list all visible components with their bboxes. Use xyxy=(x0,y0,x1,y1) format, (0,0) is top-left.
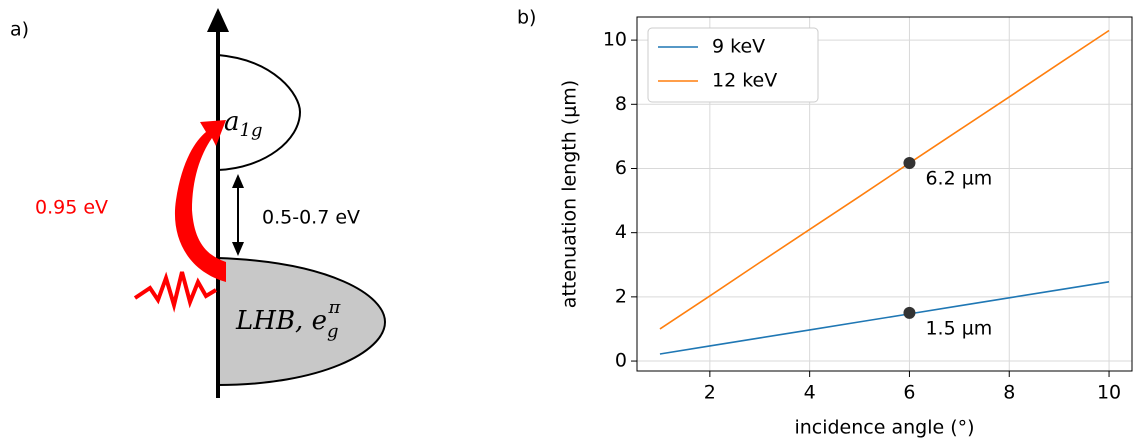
series-line xyxy=(659,29,1110,330)
x-tick-label: 2 xyxy=(704,382,716,404)
y-tick-label: 4 xyxy=(615,221,627,243)
y-tick-label: 8 xyxy=(615,93,627,115)
arrowhead xyxy=(232,174,244,188)
panel-label: b) xyxy=(517,7,536,29)
x-tick-label: 8 xyxy=(1003,382,1015,404)
y-tick-label: 0 xyxy=(615,350,627,372)
legend-label: 9 keV xyxy=(712,36,765,58)
upper-band-label: a1g xyxy=(224,107,263,141)
annotation-label: 6.2 µm xyxy=(925,168,992,190)
excitation-arrow xyxy=(174,120,226,282)
annotation-point xyxy=(903,306,916,319)
y-axis-label: attenuation length (μm) xyxy=(559,80,581,308)
x-axis-label: incidence angle (°) xyxy=(794,417,974,439)
y-tick-label: 2 xyxy=(615,285,627,307)
lower-band xyxy=(217,256,387,387)
y-tick-label: 6 xyxy=(615,157,627,179)
photon-wiggle xyxy=(133,271,218,313)
x-tick-label: 10 xyxy=(1097,382,1121,404)
x-tick-label: 4 xyxy=(804,382,816,404)
plot-frame xyxy=(636,16,1133,372)
excitation-label: 0.95 eV xyxy=(35,197,108,219)
axis-arrowhead xyxy=(207,8,229,32)
legend-label: 12 keV xyxy=(712,70,777,92)
gap-label: 0.5-0.7 eV xyxy=(262,207,360,229)
y-tick-label: 10 xyxy=(603,29,627,51)
lower-band-label: LHB, egπ xyxy=(235,297,342,342)
arrowhead xyxy=(232,242,244,256)
series-line xyxy=(659,280,1110,355)
x-tick-label: 6 xyxy=(903,382,915,404)
panel-label: a) xyxy=(10,19,29,41)
upper-band xyxy=(217,54,302,171)
annotation-point xyxy=(903,157,916,170)
annotation-label: 1.5 µm xyxy=(925,317,992,339)
